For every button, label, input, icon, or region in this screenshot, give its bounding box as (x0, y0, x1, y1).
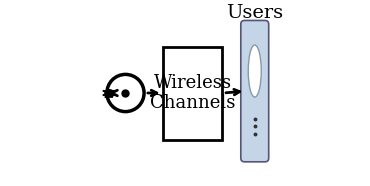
FancyBboxPatch shape (241, 20, 269, 162)
Circle shape (107, 74, 144, 112)
Ellipse shape (248, 45, 261, 97)
FancyBboxPatch shape (163, 46, 222, 140)
Text: Users: Users (226, 4, 283, 22)
Text: Wireless
Channels: Wireless Channels (150, 74, 235, 112)
